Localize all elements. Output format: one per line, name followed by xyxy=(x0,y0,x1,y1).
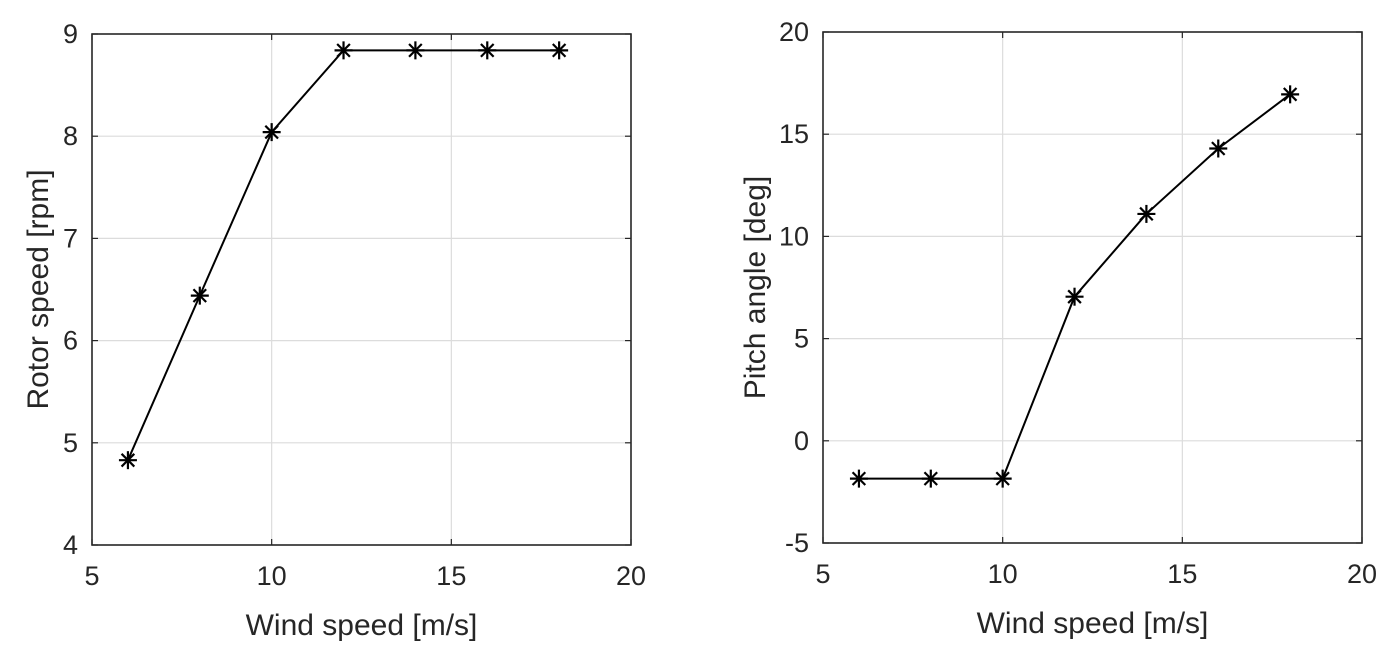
y-tick-label: 15 xyxy=(779,119,809,149)
plot-frame xyxy=(822,31,1363,544)
asterisk-marker-stroke xyxy=(1211,141,1226,156)
data-point xyxy=(334,41,353,60)
x-tick-label: 5 xyxy=(815,559,830,589)
data-point xyxy=(262,123,281,142)
y-tick-label: 8 xyxy=(63,121,78,151)
data-point xyxy=(406,41,425,60)
data-point xyxy=(1209,139,1228,158)
y-ticks: -5 0 5 10 15 20 xyxy=(779,17,1362,558)
series xyxy=(849,85,1300,488)
asterisk-marker-stroke xyxy=(923,471,938,486)
asterisk-marker-stroke xyxy=(408,43,423,58)
series-line xyxy=(858,93,1291,480)
data-point xyxy=(1065,287,1084,306)
y-tick-label: 7 xyxy=(63,223,78,253)
asterisk-marker-stroke xyxy=(551,43,567,58)
x-tick-label: 20 xyxy=(616,561,646,591)
asterisk-marker-stroke xyxy=(192,288,207,303)
y-ticks: 4 5 6 7 8 9 xyxy=(63,19,631,560)
x-tick-label: 10 xyxy=(257,561,287,591)
y-tick-label: 4 xyxy=(63,530,78,560)
chart-background xyxy=(0,0,700,659)
y-tick-label: 10 xyxy=(779,221,809,251)
y-tick-label: -5 xyxy=(785,528,809,558)
data-point xyxy=(1281,85,1300,104)
y-axis-label: Rotor speed [rpm] xyxy=(22,169,55,409)
data-point xyxy=(1137,204,1156,223)
y-tick-label: 6 xyxy=(63,326,78,356)
x-tick-label: 20 xyxy=(1347,559,1377,589)
y-tick-label: 0 xyxy=(794,426,809,456)
asterisk-marker-stroke xyxy=(851,471,867,486)
plot-frame xyxy=(91,33,632,546)
data-point xyxy=(921,469,940,488)
data-point xyxy=(118,451,137,470)
data-point xyxy=(849,469,868,488)
grid-lines xyxy=(823,32,1362,543)
y-axis-label: Pitch angle [deg] xyxy=(739,176,772,400)
y-tick-label: 5 xyxy=(63,428,78,458)
asterisk-marker-stroke xyxy=(264,124,279,140)
x-axis-label: Wind speed [m/s] xyxy=(977,607,1209,640)
pitch-angle-chart: 5 10 15 20 -5 0 5 10 15 20 Wind speed [m/s] Pitc… xyxy=(739,17,1377,640)
asterisk-marker-stroke xyxy=(995,471,1010,486)
x-tick-label: 15 xyxy=(1167,559,1197,589)
data-point xyxy=(993,469,1012,488)
asterisk-marker-stroke xyxy=(1282,87,1298,102)
data-point xyxy=(550,41,569,60)
grid-lines xyxy=(92,34,631,545)
series xyxy=(118,41,569,470)
asterisk-marker-stroke xyxy=(480,43,495,58)
y-tick-label: 5 xyxy=(794,324,809,354)
data-point xyxy=(190,286,209,305)
x-tick-label: 15 xyxy=(436,561,466,591)
y-tick-label: 20 xyxy=(779,17,809,47)
y-tick-label: 9 xyxy=(63,19,78,49)
asterisk-marker-stroke xyxy=(120,453,136,468)
x-tick-label: 10 xyxy=(988,559,1018,589)
asterisk-marker-stroke xyxy=(1139,206,1154,222)
asterisk-marker-stroke xyxy=(1067,289,1082,304)
x-axis-label: Wind speed [m/s] xyxy=(246,609,478,642)
x-ticks: 5 10 15 20 xyxy=(815,32,1377,589)
x-ticks: 5 10 15 20 xyxy=(84,34,646,591)
asterisk-marker-stroke xyxy=(336,43,351,58)
data-point xyxy=(478,41,497,60)
x-tick-label: 5 xyxy=(84,561,99,591)
